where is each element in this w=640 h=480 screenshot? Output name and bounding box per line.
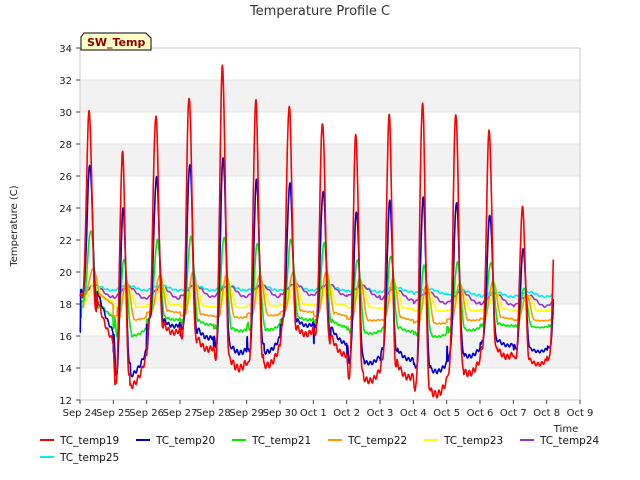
y-tick-label: 14	[59, 364, 72, 375]
x-tick-label: Sep 27	[163, 408, 198, 419]
x-tick-label: Sep 25	[96, 408, 131, 419]
sw-temp-badge-label: SW_Temp	[87, 36, 146, 49]
y-tick-label: 28	[59, 140, 72, 151]
y-axis: 12 14 16 18 20 22 24 26 28 30 32 34	[59, 44, 80, 407]
x-tick-label: Sep 30	[263, 408, 298, 419]
legend: TC_temp19 TC_temp20 TC_temp21 TC_temp22 TC_t…	[40, 435, 600, 464]
x-tick-label: Sep 24	[63, 408, 98, 419]
y-tick-label: 34	[59, 44, 72, 55]
series-line-TC_temp19	[79, 64, 555, 399]
x-tick-label: Oct 1	[300, 408, 327, 419]
sw-temp-badge: SW_Temp	[80, 32, 152, 51]
legend-label: TC_temp19	[59, 435, 119, 447]
legend-label: TC_temp23	[443, 435, 503, 447]
y-tick-label: 16	[59, 332, 72, 343]
x-tick-label: Oct 3	[367, 408, 394, 419]
x-tick-label: Oct 7	[500, 408, 527, 419]
y-tick-label: 12	[59, 396, 72, 407]
y-tick-label: 20	[59, 268, 72, 279]
grid-band	[80, 144, 580, 176]
y-tick-label: 18	[59, 300, 72, 311]
x-tick-label: Oct 2	[333, 408, 360, 419]
y-tick-label: 22	[59, 236, 72, 247]
grid-band	[80, 80, 580, 112]
grid-bands	[80, 47, 580, 401]
y-tick-label: 30	[59, 108, 72, 119]
legend-label: TC_temp25	[59, 452, 119, 464]
x-tick-label: Oct 4	[400, 408, 427, 419]
legend-label: TC_temp22	[347, 435, 407, 447]
chart-title: Temperature Profile C	[249, 4, 390, 19]
x-tick-label: Sep 29	[229, 408, 264, 419]
series-layer	[79, 64, 555, 399]
series-line-TC_temp25	[79, 284, 554, 299]
legend-label: TC_temp20	[155, 435, 215, 447]
x-tick-label: Oct 9	[567, 408, 594, 419]
legend-label: TC_temp21	[251, 435, 311, 447]
x-axis-label: Time	[553, 424, 578, 435]
legend-label: TC_temp24	[539, 435, 600, 447]
plot-frame	[79, 47, 581, 401]
x-tick-label: Oct 6	[467, 408, 494, 419]
y-tick-label: 26	[59, 172, 72, 183]
x-tick-label: Sep 26	[129, 408, 164, 419]
x-tick-label: Oct 8	[533, 408, 560, 419]
x-tick-label: Sep 28	[196, 408, 231, 419]
series-line-TC_temp23	[79, 280, 554, 312]
y-tick-label: 32	[59, 76, 72, 87]
x-tick-label: Oct 5	[433, 408, 460, 419]
y-axis-label: Temperature (C)	[9, 185, 20, 267]
y-tick-label: 24	[59, 204, 72, 215]
grid-band	[80, 208, 580, 240]
